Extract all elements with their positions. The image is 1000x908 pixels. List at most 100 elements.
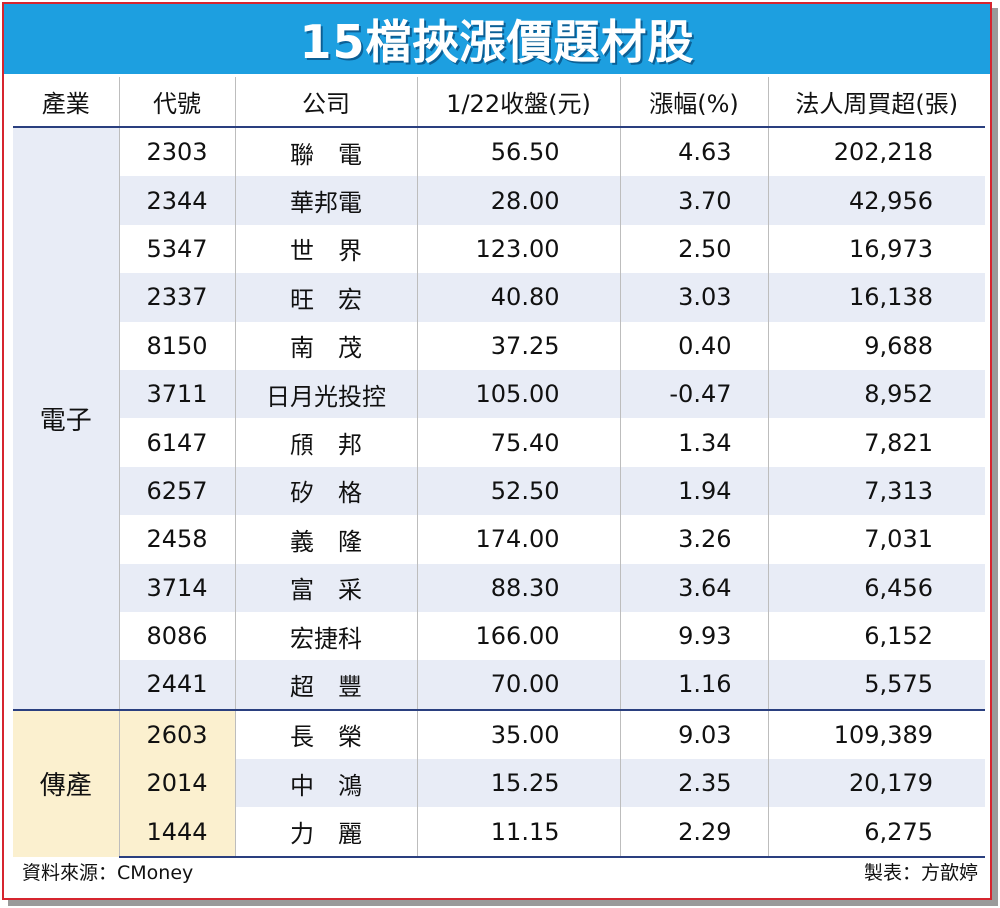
stock-table: 產業 代號 公司 1/22收盤(元) 漲幅(%) 法人周買超(張) 電子 2303… <box>13 77 985 858</box>
source-note: 資料來源：CMoney <box>22 862 194 884</box>
stock-code: 6257 <box>118 466 235 516</box>
header-net-buy: 法人周買超(張) <box>767 77 985 128</box>
close-price: 11.15 <box>416 807 620 858</box>
header-change: 漲幅(%) <box>619 77 768 128</box>
company-name: 華邦電 <box>234 176 417 225</box>
change-pct: 4.63 <box>619 127 768 177</box>
company-name: 世 界 <box>234 224 417 274</box>
stock-code: 8150 <box>118 321 235 370</box>
table-row: 6147 頎 邦 75.40 1.34 7,821 <box>13 418 985 467</box>
change-pct: 2.35 <box>619 759 768 808</box>
table-row: 8086 宏捷科 166.00 9.93 6,152 <box>13 611 985 661</box>
net-buy: 6,152 <box>767 611 985 661</box>
close-price: 88.30 <box>416 563 620 612</box>
company-name: 旺 宏 <box>234 273 417 322</box>
net-buy: 202,218 <box>767 127 985 177</box>
table-row: 2458 義 隆 174.00 3.26 7,031 <box>13 515 985 564</box>
stock-code: 2344 <box>118 176 235 225</box>
close-price: 105.00 <box>416 369 620 419</box>
stock-code: 2303 <box>118 127 235 177</box>
close-price: 15.25 <box>416 759 620 808</box>
stock-code: 1444 <box>118 807 235 858</box>
stock-code: 3711 <box>118 369 235 419</box>
industry-cell: 傳產 <box>13 708 119 857</box>
company-name: 超 豐 <box>234 660 417 710</box>
net-buy: 42,956 <box>767 176 985 225</box>
stock-code: 2458 <box>118 515 235 564</box>
company-name: 聯 電 <box>234 127 417 177</box>
change-pct: 2.29 <box>619 807 768 858</box>
net-buy: 16,138 <box>767 273 985 322</box>
change-pct: 3.70 <box>619 176 768 225</box>
net-buy: 8,952 <box>767 369 985 419</box>
change-pct: 0.40 <box>619 321 768 370</box>
stock-code: 2014 <box>118 759 235 808</box>
table-row: 3714 富 采 88.30 3.64 6,456 <box>13 563 985 612</box>
company-name: 義 隆 <box>234 515 417 564</box>
change-pct: -0.47 <box>619 369 768 419</box>
table-row: 2344 華邦電 28.00 3.70 42,956 <box>13 176 985 225</box>
header-code: 代號 <box>118 77 235 128</box>
stock-code: 2337 <box>118 273 235 322</box>
header-close: 1/22收盤(元) <box>416 77 620 128</box>
net-buy: 7,313 <box>767 466 985 516</box>
table-row: 3711 日月光投控 105.00 -0.47 8,952 <box>13 369 985 419</box>
table-row: 2014 中 鴻 15.25 2.35 20,179 <box>13 759 985 808</box>
company-name: 富 采 <box>234 563 417 612</box>
close-price: 37.25 <box>416 321 620 370</box>
net-buy: 9,688 <box>767 321 985 370</box>
close-price: 56.50 <box>416 127 620 177</box>
change-pct: 1.34 <box>619 418 768 467</box>
change-pct: 3.03 <box>619 273 768 322</box>
change-pct: 1.16 <box>619 660 768 710</box>
stock-code: 8086 <box>118 611 235 661</box>
table-row: 2337 旺 宏 40.80 3.03 16,138 <box>13 273 985 322</box>
stock-code: 2441 <box>118 660 235 710</box>
stock-code: 2603 <box>118 708 235 760</box>
net-buy: 109,389 <box>767 708 985 760</box>
table-row: 電子 2303 聯 電 56.50 4.63 202,218 <box>13 127 985 710</box>
close-price: 174.00 <box>416 515 620 564</box>
stock-code: 3714 <box>118 563 235 612</box>
close-price: 166.00 <box>416 611 620 661</box>
header-row: 產業 代號 公司 1/22收盤(元) 漲幅(%) 法人周買超(張) <box>13 77 985 128</box>
page-title: 15檔挾漲價題材股 <box>299 15 695 69</box>
close-price: 123.00 <box>416 224 620 274</box>
change-pct: 9.93 <box>619 611 768 661</box>
net-buy: 16,973 <box>767 224 985 274</box>
stock-code: 5347 <box>118 224 235 274</box>
close-price: 35.00 <box>416 708 620 760</box>
close-price: 75.40 <box>416 418 620 467</box>
net-buy: 20,179 <box>767 759 985 808</box>
industry-cell: 電子 <box>13 127 119 710</box>
header-company: 公司 <box>234 77 417 128</box>
table-body: 電子 2303 聯 電 56.50 4.63 202,218 2344 華邦電 28.00 3.7… <box>13 127 985 858</box>
net-buy: 5,575 <box>767 660 985 710</box>
company-name: 宏捷科 <box>234 611 417 661</box>
close-price: 70.00 <box>416 660 620 710</box>
change-pct: 3.26 <box>619 515 768 564</box>
company-name: 頎 邦 <box>234 418 417 467</box>
company-name: 長 榮 <box>234 708 417 760</box>
change-pct: 2.50 <box>619 224 768 274</box>
title-bar: 15檔挾漲價題材股 <box>4 4 990 74</box>
net-buy: 6,456 <box>767 563 985 612</box>
table-row: 5347 世 界 123.00 2.50 16,973 <box>13 224 985 274</box>
change-pct: 9.03 <box>619 708 768 760</box>
company-name: 力 麗 <box>234 807 417 858</box>
table-row: 8150 南 茂 37.25 0.40 9,688 <box>13 321 985 370</box>
table-row: 2441 超 豐 70.00 1.16 5,575 <box>13 660 985 710</box>
company-name: 日月光投控 <box>234 369 417 419</box>
table-row: 6257 矽 格 52.50 1.94 7,313 <box>13 466 985 516</box>
net-buy: 7,031 <box>767 515 985 564</box>
net-buy: 6,275 <box>767 807 985 858</box>
change-pct: 1.94 <box>619 466 768 516</box>
table-row: 1444 力 麗 11.15 2.29 6,275 <box>13 807 985 858</box>
stock-code: 6147 <box>118 418 235 467</box>
close-price: 52.50 <box>416 466 620 516</box>
company-name: 中 鴻 <box>234 759 417 808</box>
company-name: 矽 格 <box>234 466 417 516</box>
table-row: 傳產 2603 長 榮 35.00 9.03 109,389 <box>13 708 985 857</box>
change-pct: 3.64 <box>619 563 768 612</box>
close-price: 28.00 <box>416 176 620 225</box>
